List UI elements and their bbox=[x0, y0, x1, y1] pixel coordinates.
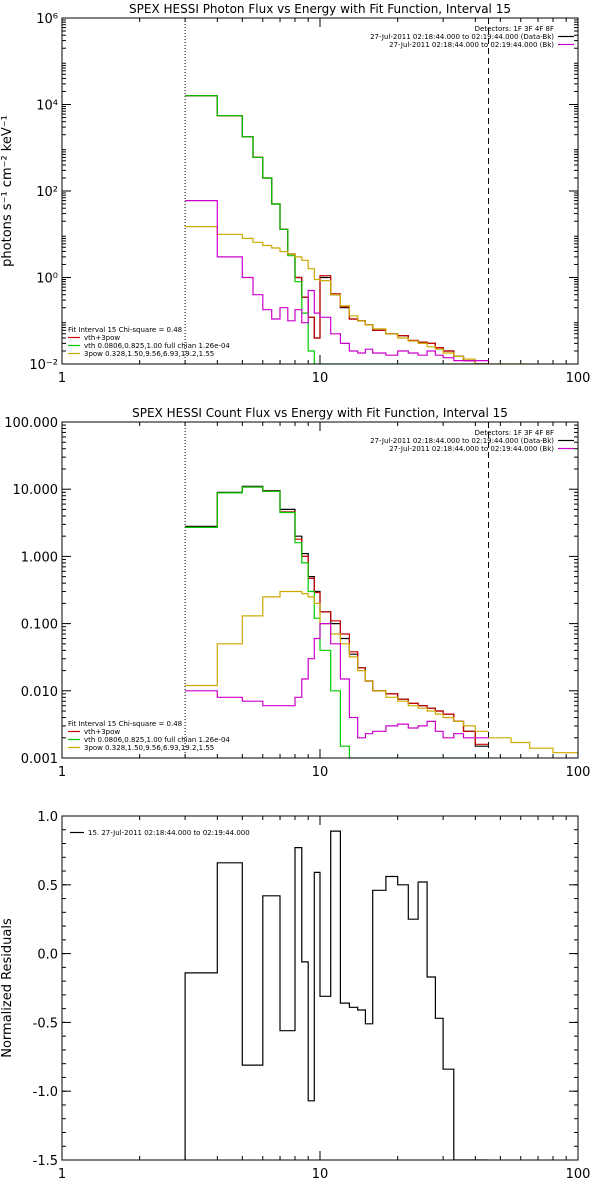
series-line-4 bbox=[185, 226, 489, 364]
plot-frame bbox=[61, 421, 579, 759]
legend-label: vth+3pow bbox=[84, 728, 120, 736]
y-tick-label: 0.5 bbox=[37, 879, 58, 894]
panel-2: SPEX HESSI Count Flux vs Energy with Fit… bbox=[4, 406, 590, 780]
legend-label: vth 0.0806,0.825,1.00 full chian 1.26e-0… bbox=[84, 736, 230, 744]
x-tick-label: 100 bbox=[566, 371, 591, 386]
legend-label: 27-Jul-2011 02:18:44.000 to 02:19:44.000… bbox=[370, 437, 554, 445]
y-tick-label: 100.000 bbox=[4, 416, 58, 431]
x-tick-label: 1 bbox=[58, 765, 66, 780]
chart-title: SPEX HESSI Photon Flux vs Energy with Fi… bbox=[129, 2, 511, 16]
series-line-tail bbox=[488, 737, 578, 754]
y-tick-label: 1.0 bbox=[37, 810, 58, 825]
y-tick-label: 10⁶ bbox=[36, 12, 58, 27]
x-tick-label: 100 bbox=[566, 765, 591, 780]
x-tick-label: 100 bbox=[566, 1167, 591, 1182]
y-tick-label: 10⁻² bbox=[29, 358, 58, 373]
panel-3: Normalized Residuals 1 10 100 -1.5 -1.0 -0.5 0.… bbox=[0, 810, 590, 1182]
series-line-1 bbox=[185, 95, 489, 364]
y-tick-label: 10⁰ bbox=[36, 272, 58, 287]
series-line-4 bbox=[185, 590, 489, 732]
legend-header: Fit Interval 15 Chi-square = 0.48 bbox=[68, 720, 182, 728]
legend-label: vth+3pow bbox=[84, 334, 120, 342]
y-axis-label: Normalized Residuals bbox=[0, 918, 15, 1058]
legend-label: 27-Jul-2011 02:18:44.000 to 02:19:44.000… bbox=[389, 41, 554, 49]
series-line-5 bbox=[185, 623, 489, 739]
y-axis-label: photons s⁻¹ cm⁻² keV⁻¹ bbox=[0, 115, 15, 267]
x-tick-label: 10 bbox=[312, 371, 329, 386]
y-tick-label: 10.000 bbox=[13, 483, 59, 498]
data-area bbox=[185, 95, 534, 364]
panel-1: SPEX HESSI Photon Flux vs Energy with Fi… bbox=[0, 2, 590, 386]
data-area bbox=[184, 830, 489, 1160]
y-tick-label: 0.001 bbox=[21, 752, 58, 767]
series-line-3 bbox=[185, 95, 489, 364]
series-line-5 bbox=[185, 200, 489, 362]
legend-label: 3pow 0.328,1.50,9.56,6.93,19.2,1.55 bbox=[84, 744, 214, 752]
plot-frame bbox=[61, 17, 579, 365]
y-tick-label: -1.0 bbox=[33, 1085, 58, 1100]
series-line-3 bbox=[185, 486, 489, 758]
x-tick-label: 10 bbox=[312, 765, 329, 780]
y-tick-label: 10² bbox=[36, 185, 58, 200]
y-tick-label: 0.100 bbox=[21, 618, 58, 633]
x-tick-label: 10 bbox=[312, 1167, 329, 1182]
series-line-2 bbox=[185, 486, 489, 745]
legend-label: 15. 27-Jul-2011 02:18:44.000 to 02:19:44… bbox=[88, 829, 250, 837]
plot-frame bbox=[61, 815, 579, 1161]
y-tick-label: -1.5 bbox=[33, 1154, 58, 1169]
chart-title: SPEX HESSI Count Flux vs Energy with Fit… bbox=[132, 406, 508, 420]
series-line-2 bbox=[185, 95, 489, 364]
y-tick-label: -0.5 bbox=[33, 1016, 58, 1031]
legend-header: Fit Interval 15 Chi-square = 0.48 bbox=[68, 326, 182, 334]
y-tick-label: 10⁴ bbox=[36, 99, 58, 114]
legend-label: 3pow 0.328,1.50,9.56,6.93,19.2,1.55 bbox=[84, 350, 214, 358]
series-line-1 bbox=[184, 830, 489, 1160]
x-tick-label: 1 bbox=[58, 371, 66, 386]
legend-header: Detectors: 1F 3F 4F 8F bbox=[475, 429, 554, 437]
y-tick-label: 0.010 bbox=[21, 685, 58, 700]
series-line-1 bbox=[185, 485, 489, 747]
y-tick-label: 0.0 bbox=[37, 948, 58, 963]
x-tick-label: 1 bbox=[58, 1167, 66, 1182]
legend-header: Detectors: 1F 3F 4F 8F bbox=[475, 25, 554, 33]
y-tick-label: 1.000 bbox=[21, 550, 58, 565]
legend-label: vth 0.0806,0.825,1.00 full chian 1.26e-0… bbox=[84, 342, 230, 350]
data-area bbox=[185, 485, 578, 758]
legend-label: 27-Jul-2011 02:18:44.000 to 02:19:44.000… bbox=[370, 33, 554, 41]
legend-label: 27-Jul-2011 02:18:44.000 to 02:19:44.000… bbox=[389, 445, 554, 453]
